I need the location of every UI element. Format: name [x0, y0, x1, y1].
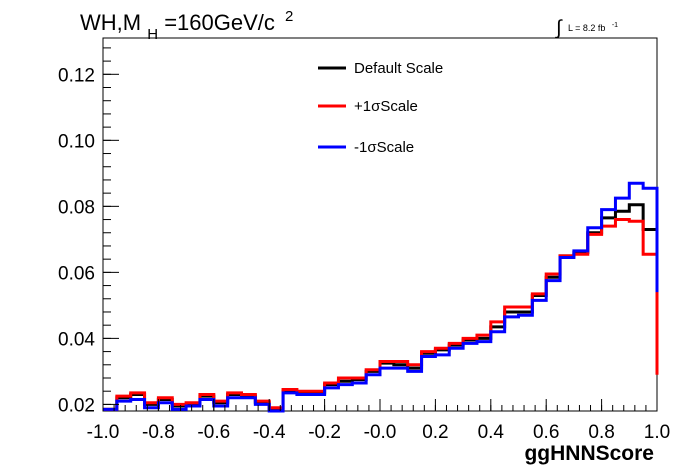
x-tick-label: 0.6 — [533, 422, 559, 443]
y-tick-labels: 0.02 0.04 0.06 0.08 0.10 0.12 — [58, 65, 95, 416]
title-superscript: 2 — [285, 8, 293, 25]
series-layer — [103, 181, 659, 413]
x-tick-label: 1.0 — [644, 422, 670, 443]
legend-label: -1σScale — [354, 139, 414, 156]
integral-symbol: ∫ — [555, 17, 563, 39]
x-tick-label: -0.0 — [364, 422, 397, 443]
plot-frame — [102, 37, 658, 412]
x-tick-label: 0.2 — [422, 422, 448, 443]
title-rest: =160GeV/c — [164, 10, 275, 35]
x-tick-label: -1.0 — [87, 422, 120, 443]
y-tick-label: 0.04 — [58, 329, 95, 350]
y-tick-label: 0.06 — [58, 263, 95, 284]
title-main: WH,M — [80, 10, 141, 35]
x-tick-label: -0.6 — [197, 422, 230, 443]
series-line-2 — [103, 218, 659, 411]
x-tick-label: 0.4 — [478, 422, 505, 443]
axes-layer — [102, 47, 658, 411]
lumi-label: ∫ L = 8.2 fb -1 — [555, 17, 618, 39]
x-axis-title: ggHNNScore — [524, 442, 654, 465]
x-tick-label: -0.8 — [142, 422, 175, 443]
x-tick-label: -0.2 — [308, 422, 341, 443]
x-tick-label: 0.8 — [588, 422, 614, 443]
x-tick-label: -0.4 — [253, 422, 286, 443]
legend: Default Scale +1σScale -1σScale — [318, 60, 443, 156]
series-line-3 — [103, 181, 659, 413]
legend-label: Default Scale — [354, 60, 443, 77]
y-tick-label: 0.02 — [58, 395, 95, 416]
lumi-value: L = 8.2 fb — [568, 23, 605, 33]
y-tick-label: 0.12 — [58, 65, 95, 86]
y-tick-label: 0.08 — [58, 197, 95, 218]
series-line-1 — [103, 203, 659, 411]
chart-title: WH,M H =160GeV/c 2 — [80, 8, 293, 44]
legend-label: +1σScale — [354, 98, 418, 115]
title-subscript: H — [147, 26, 158, 43]
x-tick-labels: -1.0 -0.8 -0.6 -0.4 -0.2 -0.0 0.2 0.4 0.6 0.8 1.0 — [87, 422, 671, 443]
lumi-unit-superscript: -1 — [612, 22, 618, 29]
y-tick-label: 0.10 — [58, 131, 95, 152]
